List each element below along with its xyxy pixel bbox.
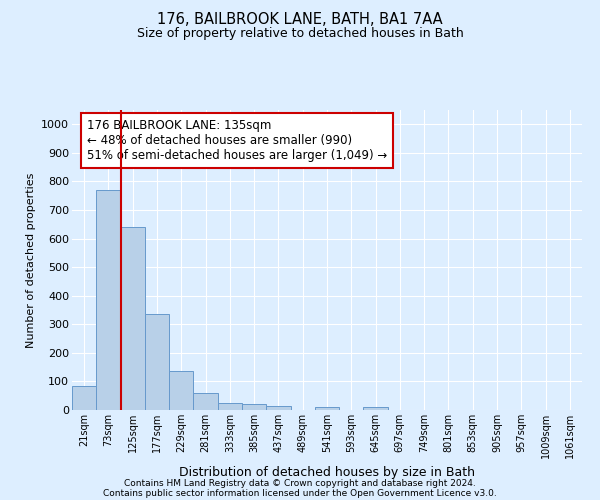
X-axis label: Distribution of detached houses by size in Bath: Distribution of detached houses by size … <box>179 466 475 479</box>
Bar <box>315 407 339 410</box>
Bar <box>145 314 169 410</box>
Text: Size of property relative to detached houses in Bath: Size of property relative to detached ho… <box>137 28 463 40</box>
Bar <box>72 386 96 410</box>
Text: 176, BAILBROOK LANE, BATH, BA1 7AA: 176, BAILBROOK LANE, BATH, BA1 7AA <box>157 12 443 28</box>
Bar <box>242 404 266 410</box>
Bar <box>193 393 218 410</box>
Y-axis label: Number of detached properties: Number of detached properties <box>26 172 35 348</box>
Bar <box>121 227 145 410</box>
Bar <box>218 403 242 410</box>
Bar <box>169 372 193 410</box>
Bar <box>266 406 290 410</box>
Bar <box>96 190 121 410</box>
Text: Contains HM Land Registry data © Crown copyright and database right 2024.: Contains HM Land Registry data © Crown c… <box>124 478 476 488</box>
Text: 176 BAILBROOK LANE: 135sqm
← 48% of detached houses are smaller (990)
51% of sem: 176 BAILBROOK LANE: 135sqm ← 48% of deta… <box>88 119 388 162</box>
Text: Contains public sector information licensed under the Open Government Licence v3: Contains public sector information licen… <box>103 488 497 498</box>
Bar <box>364 407 388 410</box>
